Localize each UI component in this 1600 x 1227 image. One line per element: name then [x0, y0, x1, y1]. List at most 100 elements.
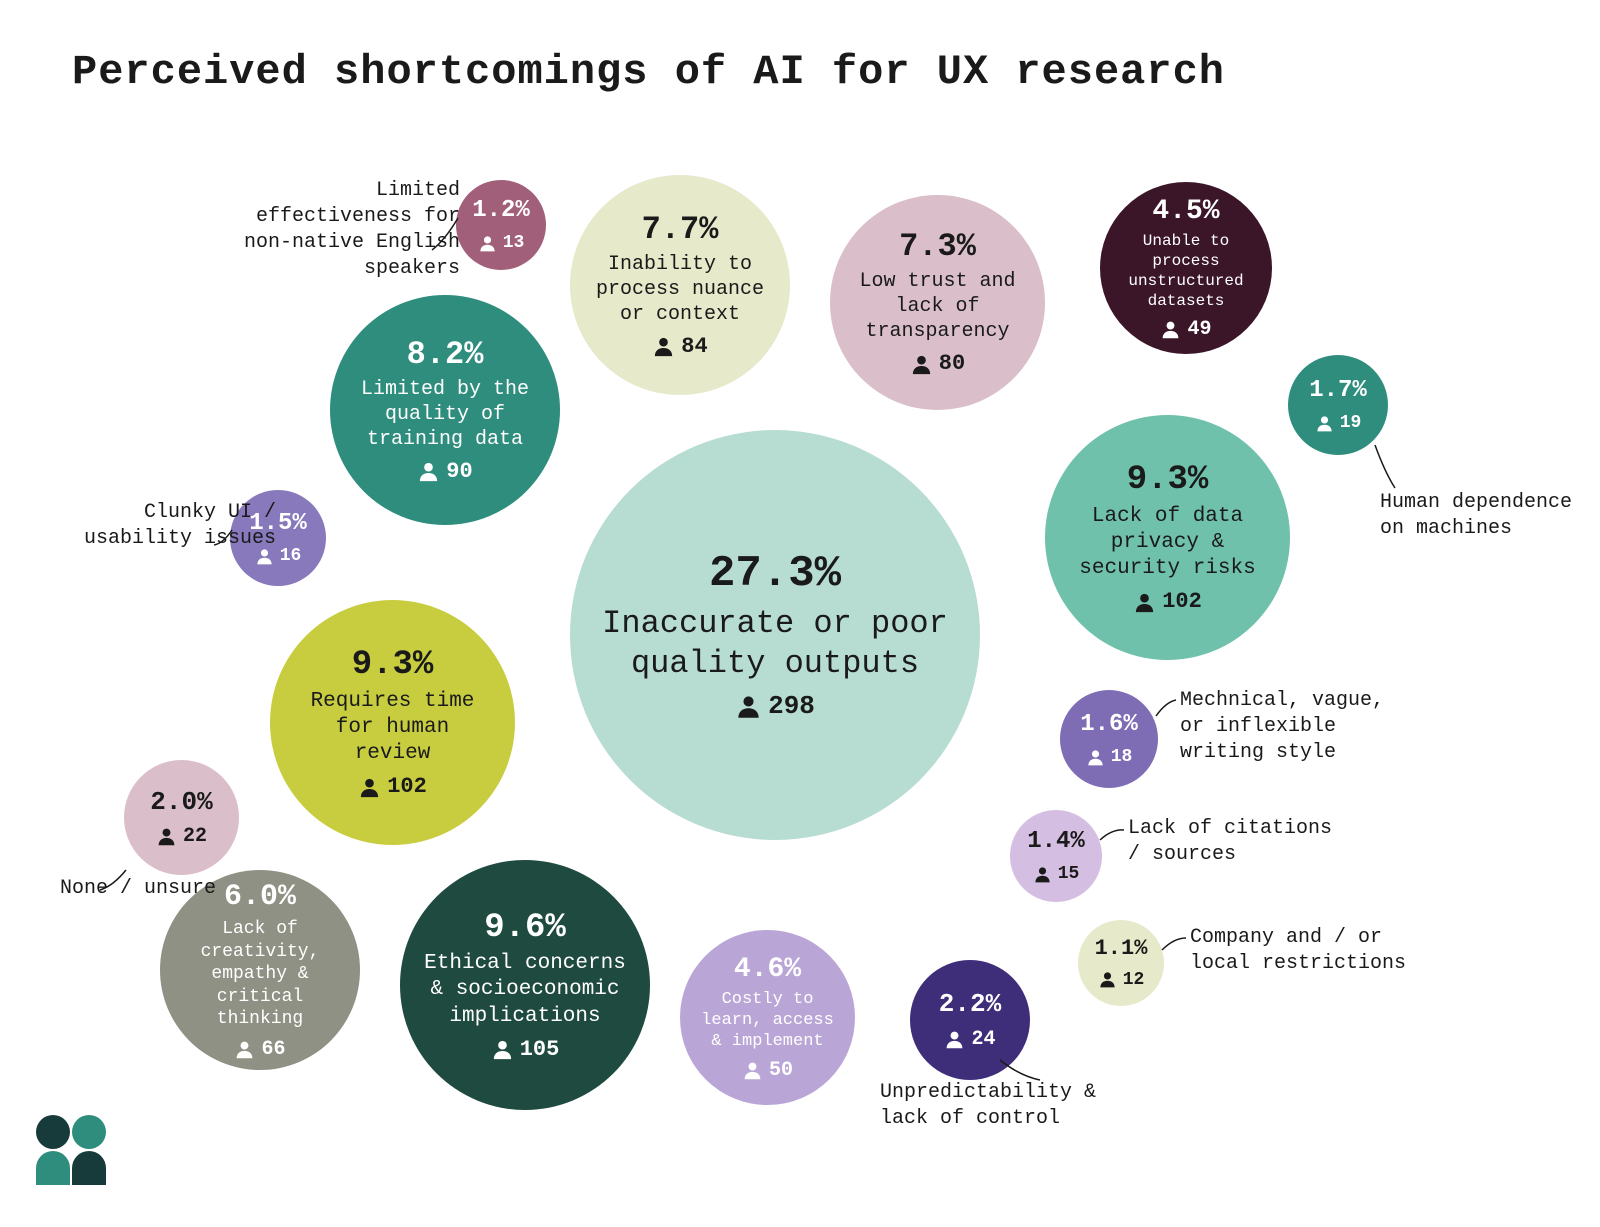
- bubble-desc: Lack of data privacy & security risks: [1069, 504, 1266, 583]
- bubble-count: 105: [491, 1036, 560, 1064]
- bubble-ext-label: Mechnical, vague, or inflexible writing …: [1180, 688, 1400, 766]
- bubble-b6: 7.3%Low trust and lack of transparency 80: [830, 195, 1045, 410]
- bubble-count-value: 15: [1058, 863, 1080, 886]
- bubble-pct: 27.3%: [709, 547, 841, 602]
- bubble-ext-label: Lack of citations / sources: [1128, 816, 1348, 868]
- bubble-desc: Lack of creativity, empathy & critical t…: [178, 918, 342, 1031]
- bubble-b8: 4.6%Costly to learn, access & implement 5…: [680, 930, 855, 1105]
- bubble-b2: 9.3%Requires time for human review 102: [270, 600, 515, 845]
- bubble-desc: Requires time for human review: [294, 689, 491, 768]
- bubble-b13: 1.6% 18: [1060, 690, 1158, 788]
- bubble-desc: Inaccurate or poor quality outputs: [600, 604, 950, 684]
- bubble-pct: 9.6%: [484, 907, 566, 950]
- bubble-desc: Unable to process unstructured datasets: [1114, 231, 1258, 311]
- bubble-pct: 4.5%: [1152, 194, 1219, 229]
- bubble-pct: 7.3%: [899, 227, 976, 267]
- bubble-ext-label: Clunky UI / usability issues: [56, 500, 276, 552]
- bubble-desc: Low trust and lack of transparency: [852, 269, 1023, 344]
- bubble-count: 22: [156, 824, 207, 849]
- bubble-count-value: 18: [1111, 746, 1133, 769]
- bubble-ext-label: Company and / or local restrictions: [1190, 925, 1410, 977]
- brand-logo: [36, 1115, 108, 1187]
- bubble-pct: 9.3%: [352, 644, 434, 687]
- bubble-desc: Limited by the quality of training data: [352, 377, 538, 452]
- bubble-count: 66: [234, 1037, 285, 1062]
- person-icon: [742, 1060, 763, 1081]
- bubble-count: 50: [742, 1058, 793, 1083]
- bubble-b16: 1.2% 13: [456, 180, 546, 270]
- person-icon: [1315, 414, 1334, 433]
- bubble-count: 84: [652, 333, 707, 361]
- bubble-count-value: 84: [681, 333, 707, 361]
- bubble-b12: 1.7% 19: [1288, 355, 1388, 455]
- bubble-ext-label: Limited effectiveness for non-native Eng…: [240, 178, 460, 282]
- bubble-count: 80: [910, 350, 965, 378]
- bubble-b11: 2.0% 22: [124, 760, 239, 875]
- bubble-pct: 4.6%: [734, 952, 801, 987]
- bubble-desc: Inability to process nuance or context: [592, 252, 768, 327]
- bubble-ext-label: None / unsure: [60, 876, 216, 902]
- bubble-b3: 9.3%Lack of data privacy & security risk…: [1045, 415, 1290, 660]
- bubble-b1: 9.6%Ethical concerns & socioeconomic imp…: [400, 860, 650, 1110]
- bubble-count: 24: [944, 1027, 995, 1052]
- bubble-b4: 8.2%Limited by the quality of training d…: [330, 295, 560, 525]
- bubble-count: 18: [1086, 746, 1133, 769]
- bubble-pct: 8.2%: [407, 335, 484, 375]
- person-icon: [358, 776, 381, 799]
- bubble-count-value: 13: [503, 232, 525, 255]
- person-icon: [417, 460, 440, 483]
- bubble-pct: 1.7%: [1309, 376, 1367, 406]
- bubble-pct: 1.1%: [1095, 935, 1148, 963]
- bubble-count-value: 24: [971, 1027, 995, 1052]
- bubble-count-value: 105: [520, 1036, 560, 1064]
- bubble-pct: 9.3%: [1127, 459, 1209, 502]
- bubble-desc: Ethical concerns & socioeconomic implica…: [424, 951, 626, 1030]
- bubble-count-value: 102: [1162, 588, 1202, 616]
- bubble-ext-label: Human dependence on machines: [1380, 490, 1600, 542]
- person-icon: [1133, 591, 1156, 614]
- bubble-count: 49: [1160, 317, 1211, 342]
- bubble-count: 102: [1133, 588, 1202, 616]
- bubble-pct: 1.6%: [1080, 710, 1138, 740]
- person-icon: [652, 335, 675, 358]
- bubble-b15: 1.4% 15: [1010, 810, 1102, 902]
- bubble-pct: 1.2%: [472, 196, 530, 226]
- person-icon: [156, 826, 177, 847]
- bubble-b10: 2.2% 24: [910, 960, 1030, 1080]
- bubble-count: 12: [1098, 969, 1145, 992]
- bubble-count: 19: [1315, 412, 1362, 435]
- bubble-chart: 27.3%Inaccurate or poor quality outputs 2…: [0, 0, 1600, 1227]
- person-icon: [1033, 865, 1052, 884]
- bubble-pct: 7.7%: [642, 210, 719, 250]
- person-icon: [234, 1039, 255, 1060]
- bubble-count-value: 66: [261, 1037, 285, 1062]
- bubble-b0: 27.3%Inaccurate or poor quality outputs 2…: [570, 430, 980, 840]
- leader-line: [1365, 435, 1405, 498]
- bubble-count-value: 80: [939, 350, 965, 378]
- bubble-pct: 6.0%: [224, 879, 296, 917]
- person-icon: [478, 234, 497, 253]
- bubble-b5: 7.7%Inability to process nuance or conte…: [570, 175, 790, 395]
- bubble-pct: 1.4%: [1027, 827, 1085, 857]
- person-icon: [1098, 970, 1117, 989]
- bubble-count: 298: [735, 690, 815, 723]
- bubble-count-value: 22: [183, 824, 207, 849]
- bubble-b17: 1.1% 12: [1078, 920, 1164, 1006]
- bubble-desc: Costly to learn, access & implement: [694, 989, 841, 1053]
- bubble-ext-label: Unpredictability & lack of control: [880, 1080, 1100, 1132]
- bubble-count-value: 12: [1123, 969, 1145, 992]
- person-icon: [944, 1029, 965, 1050]
- person-icon: [491, 1038, 514, 1061]
- bubble-pct: 2.2%: [939, 988, 1001, 1021]
- bubble-count-value: 102: [387, 773, 427, 801]
- bubble-count-value: 19: [1340, 412, 1362, 435]
- person-icon: [735, 693, 762, 720]
- person-icon: [1160, 319, 1181, 340]
- bubble-pct: 2.0%: [150, 786, 212, 819]
- bubble-count: 102: [358, 773, 427, 801]
- person-icon: [1086, 748, 1105, 767]
- bubble-count: 13: [478, 232, 525, 255]
- bubble-count: 15: [1033, 863, 1080, 886]
- bubble-count-value: 49: [1187, 317, 1211, 342]
- person-icon: [910, 353, 933, 376]
